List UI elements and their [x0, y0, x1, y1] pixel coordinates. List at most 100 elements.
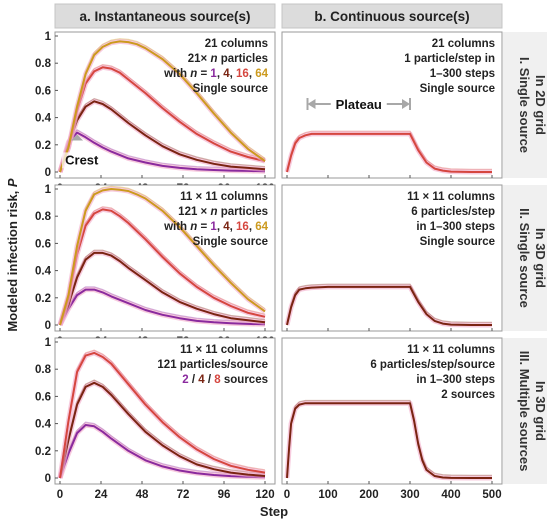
- series-line-8: [59, 351, 266, 479]
- panel-Ia: 00.20.40.60.8102448729612021 columns21× …: [35, 31, 276, 195]
- legend-value: 4: [223, 68, 230, 80]
- plateau-arrow: Plateau: [306, 95, 411, 113]
- panel-IIIb: 0 100 200 300 400 500 11 × 11 columns 6 particl…: [281, 337, 503, 501]
- y-tick-label: 0: [45, 320, 51, 332]
- series-upper-band: [59, 349, 266, 476]
- x-tick-label: 300: [400, 489, 419, 501]
- row-label-2-line1: II. Single source: [517, 208, 532, 308]
- series-line-4: [59, 100, 266, 173]
- annotation-line: 121 particles/source: [157, 359, 268, 371]
- annotation-line: in 1–300 steps: [416, 374, 495, 386]
- row-label-3: III. Multiple sources In 3D grid: [503, 338, 548, 484]
- svg-text:In 3D grid: In 3D grid: [533, 228, 548, 288]
- y-tick-label: 0.8: [35, 58, 52, 70]
- row-label-3-line2: In 3D grid: [533, 381, 548, 441]
- y-tick-label: 0.6: [35, 391, 51, 403]
- row-label-1: I. Single source In 2D grid: [503, 32, 548, 178]
- x-tick-label: 200: [359, 489, 378, 501]
- annotation-line: 11 × 11 columns: [180, 344, 268, 356]
- y-tick-label: 0.2: [35, 293, 51, 305]
- series-upper-band: [59, 286, 266, 323]
- series-line-4: [59, 251, 266, 326]
- series-line-64: [59, 40, 266, 173]
- y-tick-label: 0: [45, 473, 51, 485]
- panel-IIIa: 0 0.2 0.4 0.6 0.8 1 0 24 48 72 96 120 11 × 11 column…: [35, 337, 276, 501]
- legend-value: 2: [182, 374, 188, 386]
- series-upper-band: [59, 379, 266, 476]
- series-line-1: [59, 288, 266, 326]
- annotation-line: 6 particles/step/source: [370, 359, 495, 371]
- annotation-line: 1 particle/step in: [404, 53, 495, 65]
- series-line-4: [59, 381, 266, 479]
- row-label-3-line1: III. Multiple sources: [517, 351, 532, 472]
- legend-line: with n = 1, 4, 16, 64: [163, 68, 269, 80]
- x-tick-label: 400: [441, 489, 460, 501]
- y-tick-label: 0.6: [35, 85, 51, 97]
- svg-text:III. Multiple sources: III. Multiple sources: [517, 351, 532, 472]
- crest-label-bg: [62, 152, 102, 169]
- annotation-line: 21× n particles: [188, 53, 268, 65]
- crest-label: Crest: [65, 152, 99, 167]
- svg-text:I. Single source: I. Single source: [517, 57, 532, 153]
- annotation-line: Single source: [420, 83, 495, 95]
- series-line-2: [59, 424, 266, 479]
- annotation-line: 1–300 steps: [430, 68, 495, 80]
- x-tick-label: 24: [95, 489, 108, 501]
- column-header-b-text: b. Continuous source(s): [314, 9, 469, 24]
- annotation-line: 121 × n particles: [178, 206, 268, 218]
- svg-text:In 3D grid: In 3D grid: [533, 381, 548, 441]
- y-tick-label: 0.6: [35, 238, 51, 250]
- annotation-line: Single source: [193, 236, 268, 248]
- series-upper-band: [286, 399, 492, 476]
- legend-line: 2 / 4 / 8 sources: [182, 374, 268, 386]
- row-label-1-line2: In 2D grid: [533, 75, 548, 135]
- annotation-line: 2 sources: [441, 389, 495, 401]
- series-line-1: [59, 131, 266, 173]
- series-upper-band: [286, 130, 492, 170]
- legend-value: 64: [255, 221, 268, 233]
- legend-value: 4: [223, 221, 230, 233]
- column-header-b: b. Continuous source(s): [281, 3, 503, 29]
- panel-IIb: 11 × 11 columns 6 particles/step in 1–300 …: [281, 184, 503, 332]
- series-upper-band: [59, 249, 266, 323]
- x-axis-title: Step: [260, 504, 288, 519]
- panels: 00.20.40.60.8102448729612021 columns21× …: [35, 31, 503, 501]
- legend-value: 1: [210, 221, 217, 233]
- x-tick-label: 0: [57, 489, 63, 501]
- legend-value: 8: [214, 374, 221, 386]
- y-tick-label: 1: [45, 337, 52, 349]
- annotation-line: Single source: [193, 83, 268, 95]
- annotation-line: 11 × 11 columns: [407, 344, 495, 356]
- plateau-label: Plateau: [336, 97, 382, 112]
- annotation-line: in 1–300 steps: [416, 221, 495, 233]
- x-tick-label: 0: [284, 489, 290, 501]
- panel-Ib: 21 columns 1 particle/step in 1–300 steps S…: [281, 31, 503, 179]
- legend-line: with n = 1, 4, 16, 64: [163, 221, 269, 233]
- legend-value: 4: [198, 374, 205, 386]
- y-tick-label: 0.8: [35, 211, 52, 223]
- series-upper-band: [59, 97, 266, 170]
- crest-marker: [71, 134, 84, 141]
- y-tick-label: 0: [45, 167, 51, 179]
- panel-frame: [54, 337, 276, 485]
- series-line-continuous: [286, 132, 492, 173]
- y-tick-label: 0.4: [35, 113, 52, 125]
- series-line-continuous: [286, 285, 492, 326]
- column-header-a-text: a. Instantaneous source(s): [79, 9, 250, 24]
- series-upper-band: [286, 283, 492, 323]
- legend-value: 16: [236, 221, 249, 233]
- annotation-line: Single source: [420, 236, 495, 248]
- x-tick-label: 500: [482, 489, 501, 501]
- annotation-line: 21 columns: [432, 38, 495, 50]
- x-tick-label: 96: [218, 489, 231, 501]
- row-label-2: II. Single source In 3D grid: [503, 185, 548, 331]
- series-line-16: [59, 208, 266, 326]
- row-label-2-line2: In 3D grid: [533, 228, 548, 288]
- x-tick-label: 48: [136, 489, 149, 501]
- y-tick-label: 1: [45, 184, 52, 196]
- y-tick-label: 0.4: [35, 419, 52, 431]
- y-axis-title: Modeled infection risk, P: [5, 178, 20, 331]
- series-line-continuous: [286, 402, 492, 479]
